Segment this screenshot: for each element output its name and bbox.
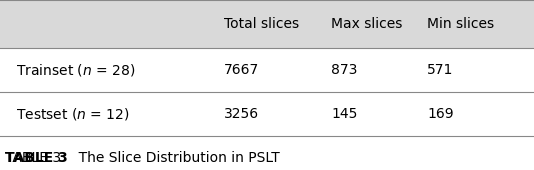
Text: Min slices: Min slices [427,17,494,31]
Text: 145: 145 [331,107,357,121]
Bar [0,0,534,48]
Text: TABLE 3: TABLE 3 [5,151,68,165]
Text: TABLE 3    The Slice Distribution in PSLT: TABLE 3 The Slice Distribution in PSLT [5,151,280,165]
Text: Testset ($n$ = 12): Testset ($n$ = 12) [16,106,130,122]
Text: Max slices: Max slices [331,17,403,31]
Text: Total slices: Total slices [224,17,300,31]
Text: 571: 571 [427,63,453,77]
Text: 873: 873 [331,63,357,77]
Text: Trainset ($n$ = 28): Trainset ($n$ = 28) [16,62,136,78]
Text: 169: 169 [427,107,454,121]
Text: 3256: 3256 [224,107,260,121]
Text: 7667: 7667 [224,63,260,77]
